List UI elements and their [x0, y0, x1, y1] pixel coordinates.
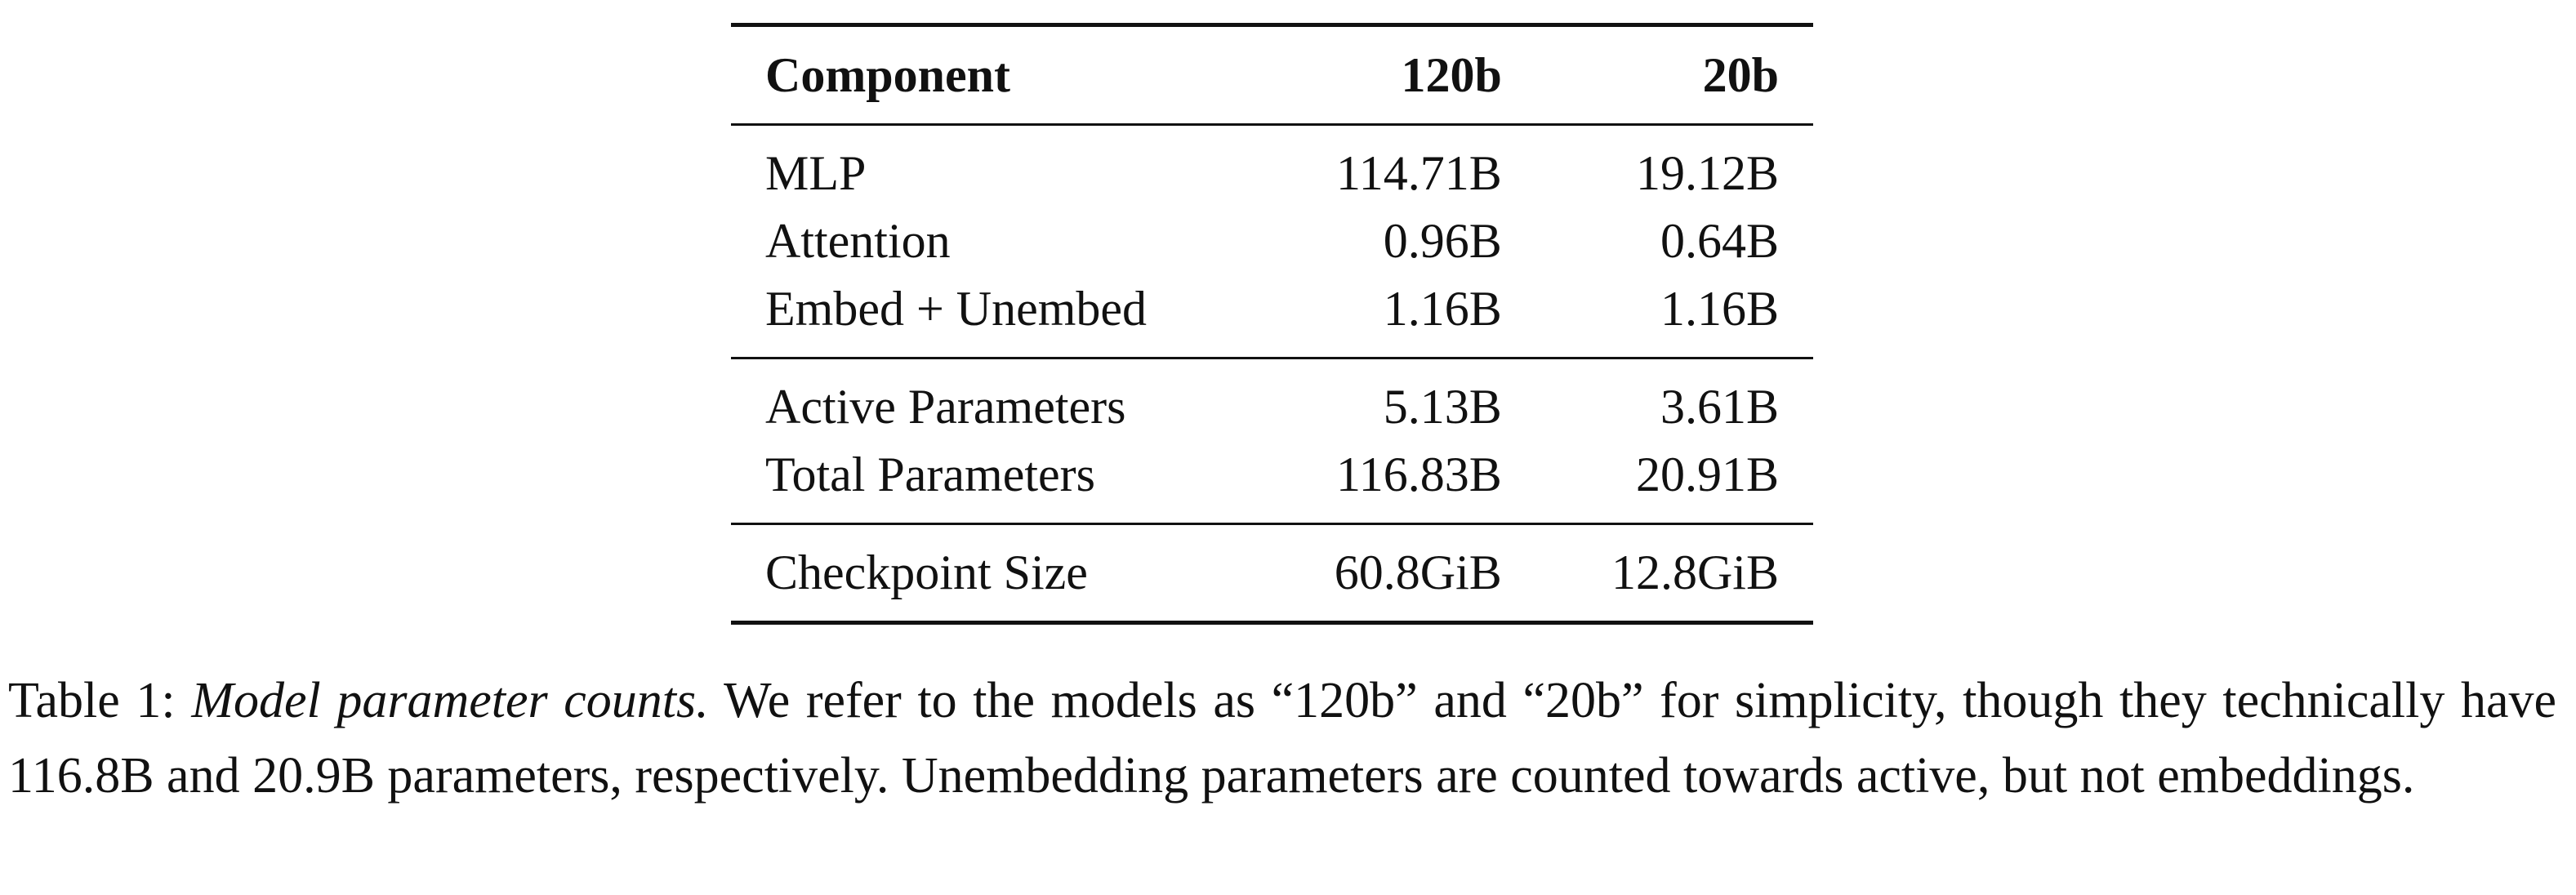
header-cell: 120b [1401, 47, 1502, 102]
table-cell: 116.83B [1336, 448, 1502, 501]
parameter-table: Component 120b 20b MLP 114.71B 19.12B Atten… [731, 23, 1813, 625]
table-cell: 3.61B [1660, 380, 1779, 434]
caption-title: Model parameter counts. [191, 673, 709, 728]
table-cell: MLP [765, 146, 867, 200]
table-cell: Checkpoint Size [765, 545, 1088, 599]
table-row: Checkpoint Size 60.8GiB 12.8GiB [731, 524, 1813, 623]
table-section: Active Parameters 5.13B 3.61B Total Paramet… [731, 358, 1813, 524]
table-cell: 19.12B [1635, 146, 1779, 200]
table-row: Embed + Unembed 1.16B 1.16B [731, 275, 1813, 358]
table-row: Attention 0.96B 0.64B [731, 207, 1813, 275]
table-cell: 1.16B [1383, 282, 1502, 336]
table-cell: 12.8GiB [1611, 545, 1779, 599]
header-row: Component 120b 20b [731, 25, 1813, 125]
table-cell: Attention [765, 214, 951, 268]
table-cell: 20.91B [1635, 448, 1779, 501]
table-cell: Total Parameters [765, 448, 1095, 501]
table-row: Active Parameters 5.13B 3.61B [731, 358, 1813, 442]
table-cell: 1.16B [1660, 282, 1779, 336]
table-section: MLP 114.71B 19.12B Attention 0.96B 0.64B Embed… [731, 124, 1813, 358]
header-cell: Component [765, 47, 1011, 102]
table-section: Checkpoint Size 60.8GiB 12.8GiB [731, 523, 1813, 623]
table-row: Total Parameters 116.83B 20.91B [731, 441, 1813, 524]
header-cell: 20b [1702, 47, 1779, 102]
table-caption: Table 1: Model parameter counts. We refe… [8, 663, 2556, 813]
caption-label: Table 1: [8, 673, 176, 728]
table-row: MLP 114.71B 19.12B [731, 125, 1813, 208]
table-header: Component 120b 20b [731, 25, 1813, 125]
table-cell: 5.13B [1383, 380, 1502, 434]
table-cell: 114.71B [1336, 146, 1502, 200]
table-cell: Embed + Unembed [765, 282, 1148, 336]
caption-text: We refer to the models as “120b” and “20… [8, 673, 2557, 804]
table-cell: 0.96B [1383, 214, 1502, 268]
table-cell: Active Parameters [765, 380, 1126, 434]
table-cell: 60.8GiB [1334, 545, 1502, 599]
table-cell: 0.64B [1660, 214, 1779, 268]
